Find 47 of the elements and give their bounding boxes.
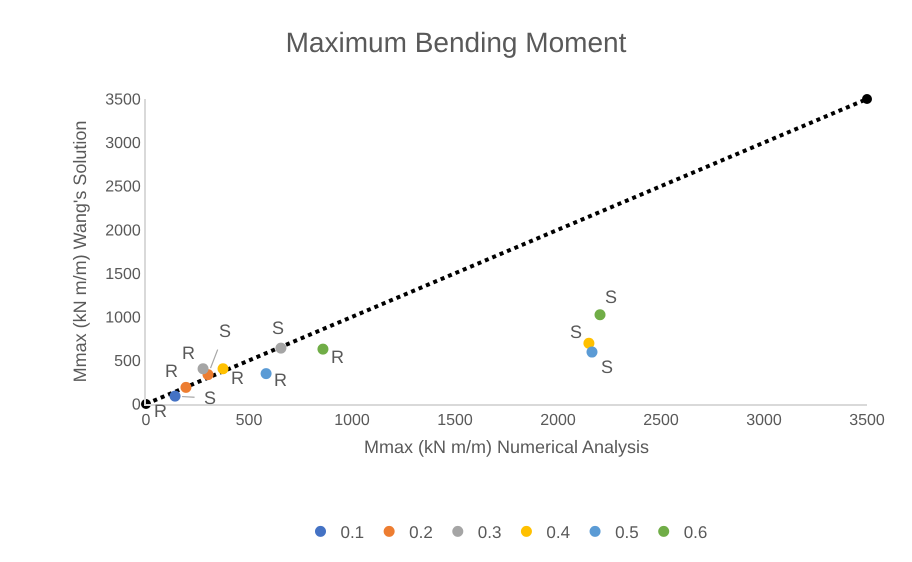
legend-label: 0.6 [684, 522, 708, 542]
y-tick-label: 0 [132, 396, 141, 414]
point [862, 94, 872, 104]
annotation: R [331, 347, 344, 367]
x-tick-label: 3500 [849, 412, 885, 430]
legend-label: 0.1 [340, 522, 364, 542]
x-axis-title: Mmax (kN m/m) Numerical Analysis [364, 436, 650, 457]
legend-label: 0.3 [478, 522, 502, 542]
annotation: S [272, 318, 284, 338]
x-tick-label: 1000 [334, 412, 370, 430]
annotation: S [601, 357, 614, 377]
y-tick-label: 1000 [105, 309, 141, 326]
point [586, 346, 598, 358]
point [275, 342, 286, 354]
annotation: R [154, 401, 167, 421]
x-tick-label: 500 [236, 412, 262, 430]
y-axis-title: Mmax (kN m/m) Wang's Solution [70, 120, 90, 382]
annotation: S [605, 287, 618, 307]
annotation: R [231, 368, 244, 388]
point [198, 363, 209, 374]
y-tick-label: 3000 [105, 135, 141, 152]
y-tick-label: 500 [114, 353, 141, 370]
x-tick-label: 2000 [540, 412, 576, 430]
point [180, 382, 192, 393]
x-tick-label: 1500 [437, 412, 473, 430]
point [317, 344, 328, 355]
chart-title: Maximum Bending Moment [286, 26, 627, 58]
x-tick-label: 3000 [746, 412, 782, 430]
point [218, 363, 229, 374]
legend-label: 0.5 [615, 522, 639, 542]
annotation: R [165, 361, 178, 381]
y-tick-label: 2500 [105, 178, 141, 196]
legend-label: 0.2 [409, 522, 433, 542]
y-tick-label: 3500 [105, 92, 141, 109]
annotation: R [274, 370, 287, 390]
annotation: S [204, 388, 216, 408]
annotation: R [182, 343, 195, 363]
legend-label: 0.4 [546, 522, 570, 542]
point [260, 368, 272, 380]
point [594, 309, 606, 320]
point [170, 390, 181, 402]
annotation: S [219, 321, 232, 341]
y-tick-label: 2000 [105, 222, 141, 240]
y-tick-label: 1500 [105, 266, 141, 283]
annotation: S [570, 322, 582, 342]
x-tick-label: 2500 [643, 412, 679, 430]
point [583, 338, 594, 349]
